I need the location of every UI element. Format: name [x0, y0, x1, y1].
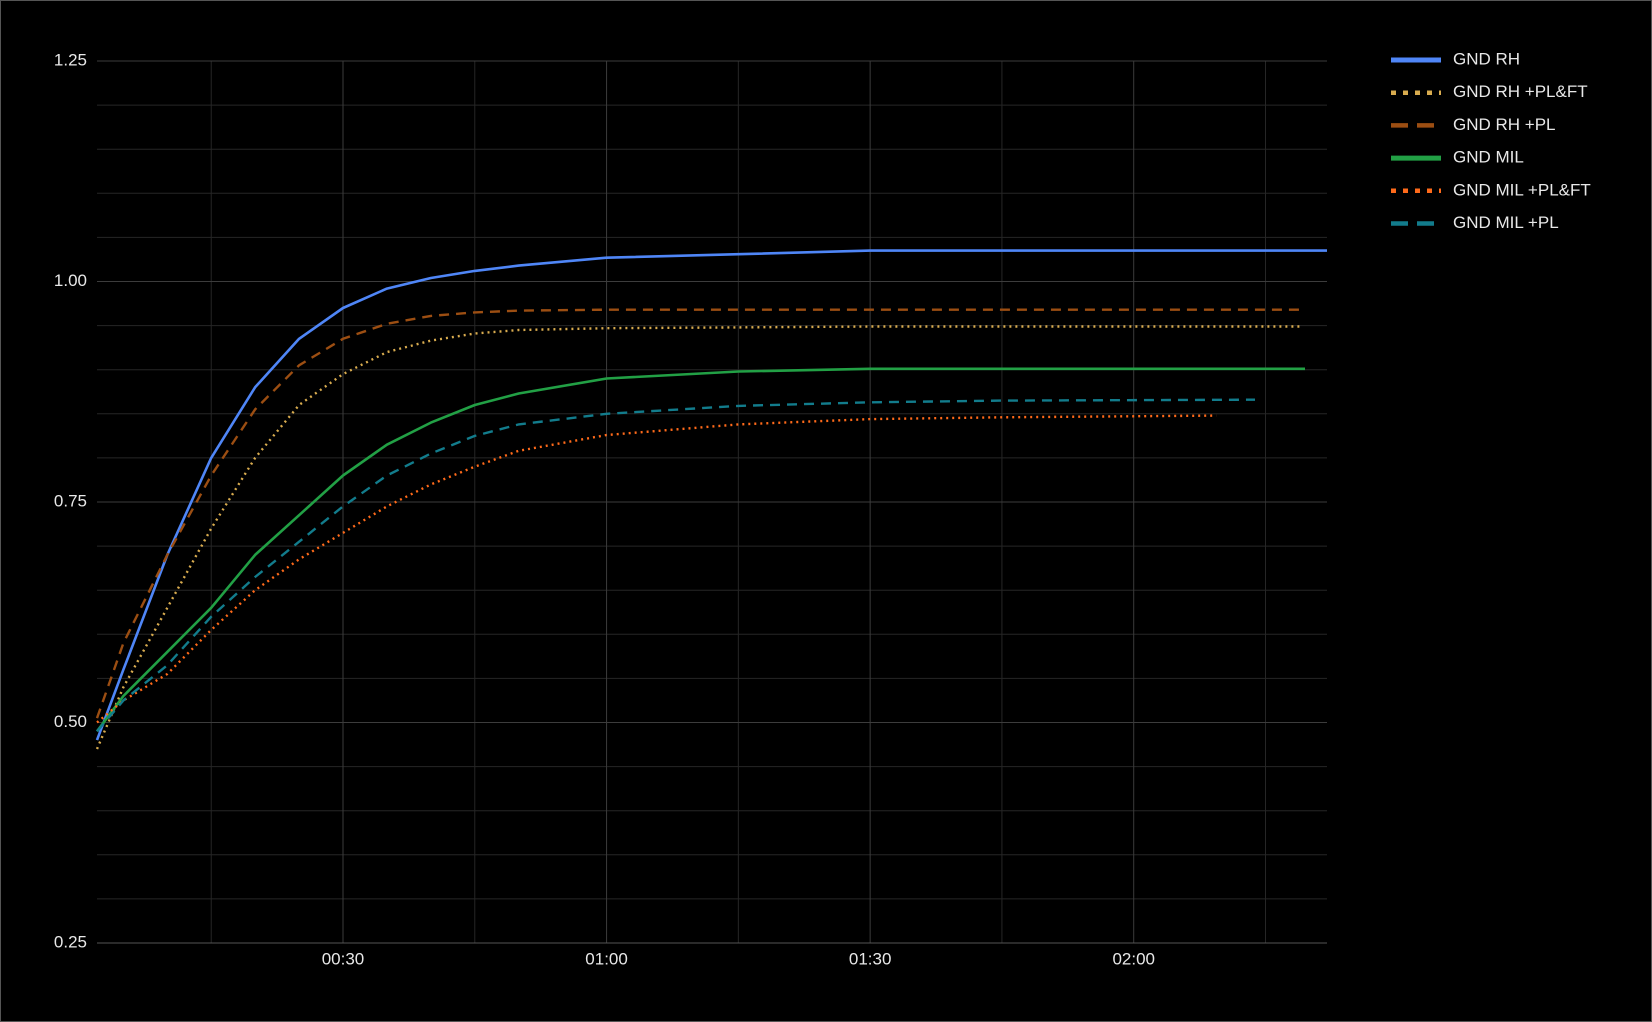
- legend-label: GND RH +PL: [1453, 115, 1556, 134]
- legend-label: GND MIL: [1453, 148, 1524, 167]
- series-line: [96, 398, 1256, 733]
- y-tick-label: 0.25: [54, 932, 87, 951]
- x-tick-label: 01:00: [585, 949, 628, 968]
- legend-label: GND RH: [1453, 49, 1520, 68]
- y-tick-label: 0.50: [54, 712, 87, 731]
- series-line: [95, 249, 1327, 741]
- legend-label: GND RH +PL&FT: [1453, 82, 1588, 101]
- y-tick-label: 1.00: [54, 271, 87, 290]
- x-tick-label: 02:00: [1112, 949, 1155, 968]
- x-tick-label: 00:30: [322, 949, 365, 968]
- x-tick-label: 01:30: [849, 949, 892, 968]
- y-tick-label: 1.25: [54, 50, 87, 69]
- y-tick-label: 0.75: [54, 491, 87, 510]
- series-line: [95, 308, 1305, 719]
- legend-label: GND MIL +PL&FT: [1453, 180, 1591, 199]
- series-line: [96, 414, 1217, 724]
- series-line: [95, 367, 1305, 733]
- legend-label: GND MIL +PL: [1453, 213, 1559, 232]
